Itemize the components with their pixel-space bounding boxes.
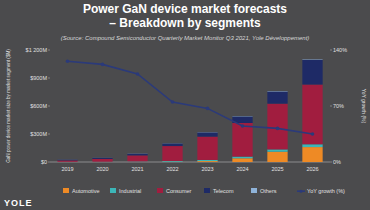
legend-label: Automotive — [72, 188, 100, 194]
logo: YOLE — [4, 198, 33, 208]
bar — [162, 143, 182, 144]
background — [0, 0, 370, 210]
bar — [302, 147, 322, 162]
line-point — [66, 59, 70, 63]
legend-label: Consumer — [166, 188, 192, 194]
plot-area — [57, 59, 322, 162]
bar — [267, 152, 287, 162]
y2-tick-label: 70% — [333, 103, 344, 109]
bar — [267, 104, 287, 150]
bar — [162, 161, 182, 162]
line-point — [171, 100, 175, 104]
bar — [232, 123, 252, 157]
bar — [57, 161, 77, 162]
y2-tick — [330, 162, 332, 163]
x-axis — [50, 162, 330, 163]
bar — [197, 132, 217, 136]
title: Power GaN device market forecasts– Break… — [83, 2, 287, 30]
bar — [302, 144, 322, 147]
y2-tick — [330, 106, 332, 107]
bar — [57, 160, 77, 161]
bar — [267, 91, 287, 92]
legend-swatch — [300, 190, 303, 193]
x-tick-label: 2024 — [236, 166, 248, 172]
bar — [197, 137, 217, 160]
bar — [127, 154, 147, 156]
y-label: GaN power device market size by market s… — [6, 49, 11, 163]
legend-swatch — [110, 188, 116, 193]
line-point — [241, 124, 245, 128]
legend-label: YoY growth (%) — [307, 188, 345, 194]
bar — [57, 159, 77, 161]
x-tick-label: 2026 — [306, 166, 318, 172]
y2-tick-label: 140% — [333, 47, 347, 53]
bar — [302, 60, 322, 85]
y-tick — [48, 162, 50, 163]
y-tick-label: $1 200M — [26, 47, 48, 53]
bar — [127, 153, 147, 154]
legend-swatch — [251, 188, 257, 193]
bar — [232, 157, 252, 159]
x-tick-label: 2025 — [271, 166, 283, 172]
x-tick-label: 2022 — [166, 166, 178, 172]
line-point — [101, 63, 105, 67]
x-tick-label: 2019 — [61, 166, 73, 172]
legend-label: Others — [260, 188, 277, 194]
line-point — [136, 72, 140, 76]
bar — [197, 160, 217, 161]
bar — [127, 155, 147, 161]
bar — [302, 59, 322, 60]
y-tick-label: $900M — [30, 75, 47, 81]
bar — [232, 158, 252, 162]
bar — [92, 159, 112, 162]
legend-label: Industrial — [119, 188, 141, 194]
y-tick — [48, 50, 50, 51]
chart: Power GaN device market forecasts– Break… — [0, 0, 370, 210]
bar — [267, 92, 287, 104]
line-point — [276, 127, 280, 131]
y-tick-label: $300M — [30, 131, 47, 137]
legend-swatch — [157, 188, 163, 193]
bar — [162, 146, 182, 161]
bar — [92, 158, 112, 159]
y-tick — [48, 78, 50, 79]
y-tick-label: $600M — [30, 103, 47, 109]
subtitle: (Source: Compound Semiconductor Quarterl… — [61, 35, 310, 41]
legend-swatch — [63, 188, 69, 193]
legend-swatch — [297, 190, 305, 192]
bar — [162, 144, 182, 147]
bar — [127, 161, 147, 162]
y-tick — [48, 134, 50, 135]
bar — [197, 132, 217, 133]
bar — [197, 161, 217, 162]
bar — [267, 149, 287, 151]
y2-tick-label: 0% — [333, 159, 341, 165]
bar — [232, 116, 252, 117]
x-tick-label: 2020 — [96, 166, 108, 172]
bar — [92, 157, 112, 158]
y2-tick — [330, 50, 332, 51]
x-tick-label: 2021 — [131, 166, 143, 172]
x-tick-label: 2023 — [201, 166, 213, 172]
bar — [57, 159, 77, 160]
legend-label: Telecom — [213, 188, 234, 194]
line — [68, 61, 313, 134]
y-tick-label: $0 — [41, 159, 47, 165]
y-tick — [48, 106, 50, 107]
line-point — [311, 132, 315, 136]
legend-swatch — [204, 188, 210, 193]
line-point — [206, 107, 210, 111]
bar — [302, 85, 322, 145]
y2-label: YoY growth (%) — [361, 89, 367, 124]
